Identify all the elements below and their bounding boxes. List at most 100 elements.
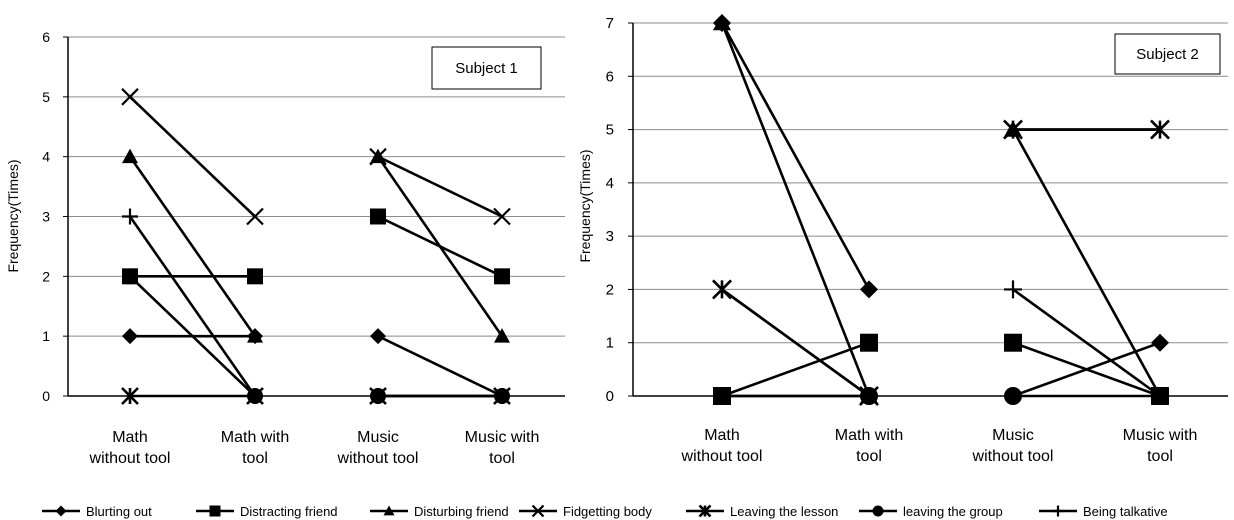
plus-icon [1052, 505, 1064, 517]
x-tick-label: Music without tool [972, 427, 1054, 465]
series-blurting-out [122, 328, 510, 404]
chart-subject-2: 0 1 2 3 4 5 6 7 Frequency(Times) Math without tool… [577, 14, 1228, 465]
triangle-icon [383, 505, 395, 516]
legend-item: Distracting friend [196, 504, 338, 519]
circle-icon [872, 505, 884, 517]
series-fidgetting-body [712, 119, 1170, 406]
series-distracting-friend [713, 333, 1169, 405]
data-point [860, 387, 878, 405]
data-point [247, 268, 263, 285]
data-point [121, 88, 139, 106]
legend-label: Being talkative [1083, 504, 1168, 519]
y-tick-label: 7 [606, 15, 614, 32]
data-point [713, 387, 731, 405]
y-axis-title: Frequency(Times) [577, 149, 593, 262]
series-line [1012, 341, 1161, 398]
y-tick-label: 6 [606, 68, 614, 85]
x-tick-label: Music with tool [465, 429, 540, 467]
data-point [1004, 280, 1022, 299]
y-tick-label: 2 [606, 281, 614, 298]
series-distracting-friend [122, 208, 510, 285]
y-tick-label: 5 [606, 122, 614, 139]
chart-title: Subject 2 [1136, 46, 1199, 63]
series-line [128, 215, 257, 397]
series-line [128, 155, 257, 337]
data-point [370, 328, 386, 345]
y-tick-label: 3 [606, 228, 614, 245]
data-point [494, 268, 510, 285]
legend-label: Distracting friend [240, 504, 338, 519]
data-point [122, 148, 138, 164]
data-point [1004, 333, 1022, 352]
data-point [247, 388, 263, 404]
data-point [122, 208, 138, 225]
y-tick-label: 0 [606, 388, 614, 405]
y-tick-label: 2 [42, 268, 50, 284]
data-point [370, 208, 386, 225]
legend-item: Leaving the lesson [686, 504, 838, 519]
x-tick-label: Math with tool [221, 429, 289, 467]
data-point [712, 279, 732, 300]
data-point [369, 147, 387, 166]
data-point [493, 207, 511, 226]
series-line [1011, 128, 1162, 397]
diamond-icon [55, 505, 67, 517]
data-point [370, 388, 386, 404]
data-point [494, 388, 510, 404]
chart-title: Subject 1 [455, 60, 518, 77]
series-line [377, 155, 503, 218]
title-box [431, 46, 542, 90]
y-tick-label: 1 [42, 328, 50, 344]
legend-item: Disturbing friend [370, 504, 509, 519]
data-point [713, 14, 731, 31]
legend-label: leaving the group [903, 504, 1003, 519]
series-fidgetting-body [121, 88, 511, 226]
y-tick-label: 1 [606, 335, 614, 352]
series-line [721, 288, 870, 398]
star-icon [698, 504, 712, 518]
legend-item: Fidgetting body [519, 504, 652, 519]
y-tick-label: 4 [42, 149, 50, 165]
legend-label: Disturbing friend [414, 504, 509, 519]
series-blurting-out [713, 14, 1169, 405]
x-tick-label: Music with tool [1123, 427, 1198, 465]
data-point [246, 207, 264, 226]
data-point [860, 333, 878, 352]
y-tick-label: 0 [42, 388, 50, 404]
series-line [129, 275, 256, 397]
series-disturbing-friend [713, 14, 1169, 404]
data-point [247, 328, 263, 343]
data-point [122, 268, 138, 285]
y-tick-label: 4 [606, 175, 614, 192]
data-point [122, 328, 138, 345]
series-line [1012, 288, 1161, 398]
x-tick-label: Math without tool [89, 429, 171, 467]
data-point [121, 387, 139, 405]
legend-item: leaving the group [859, 504, 1003, 519]
data-point [1151, 387, 1169, 405]
x-tick-label: Math without tool [681, 427, 763, 465]
x-tick-label: Math with tool [835, 427, 903, 465]
legend-label: Fidgetting body [563, 504, 652, 519]
y-tick-label: 5 [42, 89, 50, 105]
square-icon [209, 505, 221, 517]
series-line [376, 155, 504, 337]
legend-label: Leaving the lesson [730, 504, 838, 519]
data-point [1004, 387, 1022, 405]
data-point [860, 280, 878, 299]
data-point [494, 328, 510, 343]
series-line [377, 334, 503, 398]
y-axis-title: Frequency(Times) [5, 159, 21, 272]
data-point [1151, 333, 1169, 352]
legend-item: Being talkative [1039, 504, 1168, 519]
series-disturbing-friend [122, 148, 510, 343]
series-line [720, 22, 871, 397]
title-box [1114, 33, 1221, 75]
y-tick-label: 3 [42, 209, 50, 225]
y-tick-label: 6 [42, 29, 50, 45]
series-being-talkative [713, 280, 1169, 405]
legend-label: Blurting out [86, 504, 152, 519]
chart-subject-1: 0 1 2 3 4 5 6 Frequency(Times) Math without tool M… [5, 29, 565, 467]
x-tick-label: Music without tool [337, 429, 419, 467]
